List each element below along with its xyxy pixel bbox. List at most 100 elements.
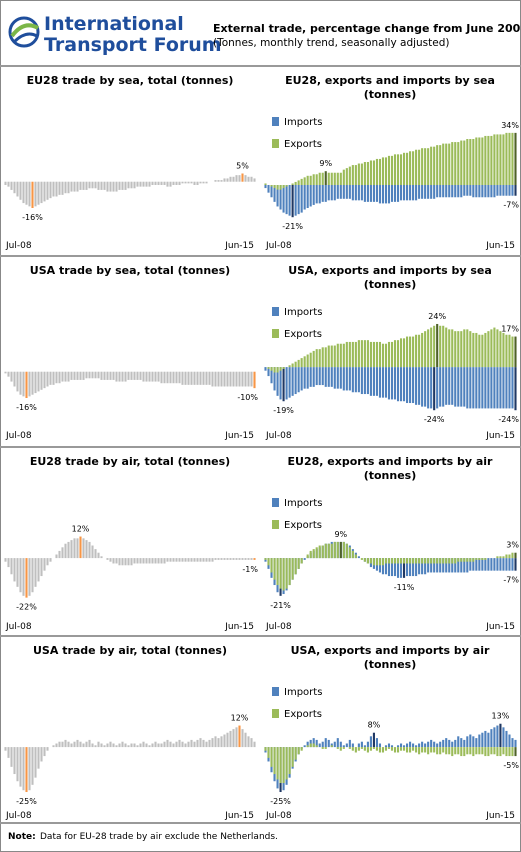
bar <box>247 176 250 182</box>
bar <box>118 371 121 382</box>
legend-swatch <box>272 498 279 507</box>
bar <box>276 558 279 586</box>
bar <box>291 558 294 580</box>
bar <box>279 558 282 589</box>
bar <box>318 545 321 559</box>
bar <box>166 181 169 187</box>
bar <box>333 345 336 368</box>
bar <box>4 558 7 562</box>
bar <box>67 371 70 382</box>
bar <box>223 734 226 748</box>
bar <box>253 741 256 748</box>
bar <box>406 185 409 201</box>
bar <box>466 747 469 755</box>
bar <box>448 367 451 405</box>
bar <box>484 747 487 757</box>
bar <box>16 371 19 392</box>
bar <box>421 747 424 753</box>
bar <box>238 371 241 387</box>
bar <box>211 558 214 562</box>
chart-title: USA, exports and imports by sea (tonnes) <box>288 264 492 291</box>
bar <box>496 367 499 409</box>
bar <box>282 747 285 784</box>
bar <box>402 367 406 402</box>
bar <box>7 558 10 568</box>
bar <box>214 558 217 560</box>
bar <box>439 367 442 407</box>
bar <box>321 747 324 749</box>
bar <box>402 558 406 578</box>
bar <box>151 371 154 382</box>
bar <box>151 558 154 564</box>
bar <box>244 175 247 182</box>
bar <box>451 329 454 368</box>
bar <box>360 367 363 395</box>
bar <box>148 558 151 564</box>
bar <box>103 181 106 190</box>
bar <box>439 741 442 748</box>
bar <box>184 743 187 748</box>
bar <box>229 176 232 182</box>
bar <box>172 558 175 562</box>
bar <box>241 729 244 748</box>
bar <box>70 743 73 748</box>
bar <box>217 738 220 748</box>
bar <box>19 371 22 395</box>
bar <box>409 336 412 368</box>
bar <box>148 371 151 382</box>
bar <box>427 558 430 564</box>
bar <box>321 172 324 185</box>
bar <box>82 743 85 748</box>
bar <box>220 558 223 560</box>
bar <box>348 739 351 748</box>
bar <box>396 340 400 368</box>
bar <box>424 558 427 575</box>
bar <box>514 185 517 196</box>
bar <box>478 558 481 560</box>
bar <box>306 175 309 185</box>
bar <box>232 558 235 560</box>
bar <box>511 552 514 559</box>
bar <box>478 558 481 571</box>
bar <box>37 181 40 205</box>
bar <box>481 732 484 748</box>
bar <box>430 739 433 748</box>
bar <box>303 558 306 560</box>
bar <box>457 747 460 755</box>
bar <box>418 747 421 755</box>
legend-label: Imports <box>284 307 322 318</box>
bar <box>487 185 490 198</box>
bar <box>291 363 294 368</box>
bar <box>282 558 285 591</box>
bar <box>67 181 70 194</box>
bar <box>402 338 406 368</box>
bar <box>418 367 421 405</box>
bar <box>505 554 508 559</box>
value-label: -25% <box>270 797 291 806</box>
bar <box>187 181 190 184</box>
bar <box>511 747 514 757</box>
bar <box>508 558 511 571</box>
bar <box>139 181 142 187</box>
bar <box>318 743 321 748</box>
bar <box>127 558 130 566</box>
bar <box>97 181 100 190</box>
bar <box>145 743 148 748</box>
bar <box>127 745 130 748</box>
bar <box>333 741 336 748</box>
bar <box>508 367 511 409</box>
bar <box>112 558 115 564</box>
bar <box>16 181 19 197</box>
bar <box>169 371 172 384</box>
bar <box>193 741 196 748</box>
bar <box>85 181 88 190</box>
bar <box>19 181 22 200</box>
bar <box>184 558 187 562</box>
bar <box>157 743 160 748</box>
bar <box>406 336 409 368</box>
bar <box>472 558 475 562</box>
bar <box>139 371 142 380</box>
bar <box>270 558 273 573</box>
bar <box>460 331 463 368</box>
bar <box>363 367 366 395</box>
